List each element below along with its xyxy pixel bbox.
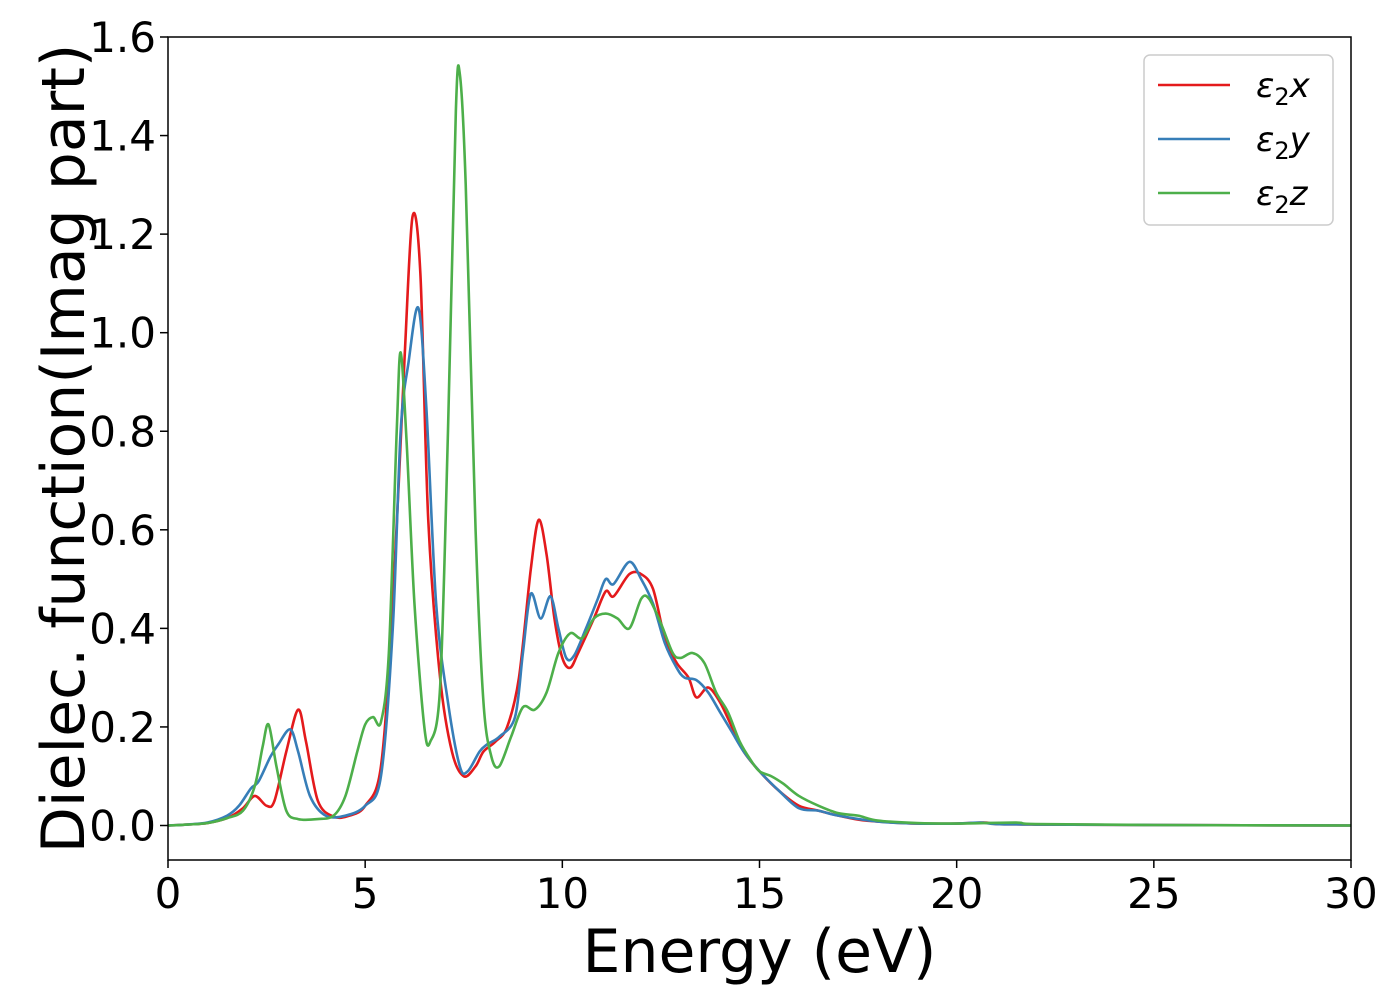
- legend-box: [1143, 54, 1334, 226]
- y-tick-label: 0.0: [89, 802, 156, 851]
- x-tick-label: 10: [536, 869, 589, 918]
- y-tick-label: 1.0: [89, 309, 156, 358]
- legend-label: ε2z: [1256, 174, 1309, 219]
- y-tick-label: 0.6: [89, 506, 156, 555]
- legend-label: ε2x: [1256, 66, 1311, 111]
- series-line-1: [168, 306, 1351, 827]
- y-tick-label: 1.2: [89, 210, 156, 259]
- x-tick-label: 20: [930, 869, 983, 918]
- x-axis-title: Energy (eV): [583, 917, 937, 987]
- x-tick-label: 5: [352, 869, 379, 918]
- x-tick-label: 15: [733, 869, 786, 918]
- y-tick-label: 0.2: [89, 703, 156, 752]
- x-tick-label: 30: [1324, 869, 1377, 918]
- y-tick-label: 1.6: [89, 13, 156, 62]
- y-tick-label: 0.4: [89, 604, 156, 653]
- y-axis-title: Dielec. function(Imag part): [29, 44, 99, 854]
- legend-label: ε2y: [1256, 120, 1311, 165]
- legend: ε2x ε2y ε2z: [1143, 54, 1334, 226]
- x-tick-label: 25: [1127, 869, 1180, 918]
- tick-layer: 0 5 10 15 20 25 30 0.0 0.2 0.4 0.6 0.8 1.0 1.2 1.4 1.6: [89, 13, 1378, 918]
- series-layer: [168, 64, 1351, 827]
- y-tick-label: 0.8: [89, 407, 156, 456]
- x-tick-label: 0: [155, 869, 182, 918]
- series-line-2: [168, 64, 1351, 827]
- series-line-0: [168, 211, 1351, 827]
- y-tick-label: 1.4: [89, 112, 156, 161]
